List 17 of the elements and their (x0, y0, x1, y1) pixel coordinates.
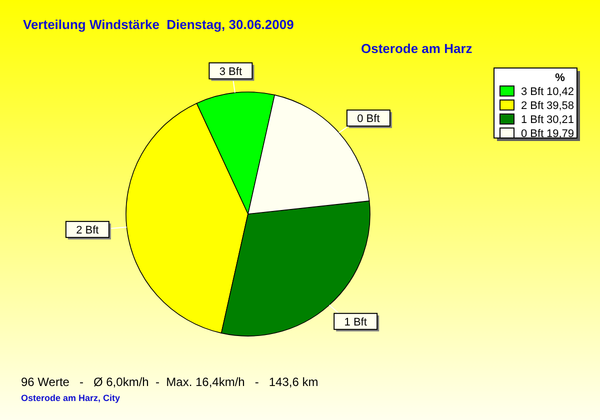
text: Osterode am Harz, City (21, 393, 120, 403)
data-label: 10,42 (546, 86, 574, 98)
chart-subtitle: Osterode am Harz (361, 41, 473, 56)
legend-label: 0 Bft (521, 128, 544, 140)
data-label: 19,79 (546, 128, 574, 140)
legend-title: % (555, 72, 566, 84)
chart-title: Verteilung Windstärke Dienstag, 30.06.2009 (23, 17, 294, 32)
slice-label: 3 Bft (219, 66, 242, 78)
slice-label: 2 Bft (76, 224, 99, 236)
slice-label: 1 Bft (344, 316, 367, 328)
legend-label: 3 Bft (521, 86, 544, 98)
legend-label: 2 Bft (521, 100, 544, 112)
data-label: 39,58 (546, 100, 574, 112)
data-label: 30,21 (546, 114, 574, 126)
legend-label: 1 Bft (521, 114, 544, 126)
slice-label: 0 Bft (357, 113, 380, 126)
text: 96 Werte - Ø 6,0km/h - Max. 16,4km/h - 143,6 km (21, 375, 318, 389)
